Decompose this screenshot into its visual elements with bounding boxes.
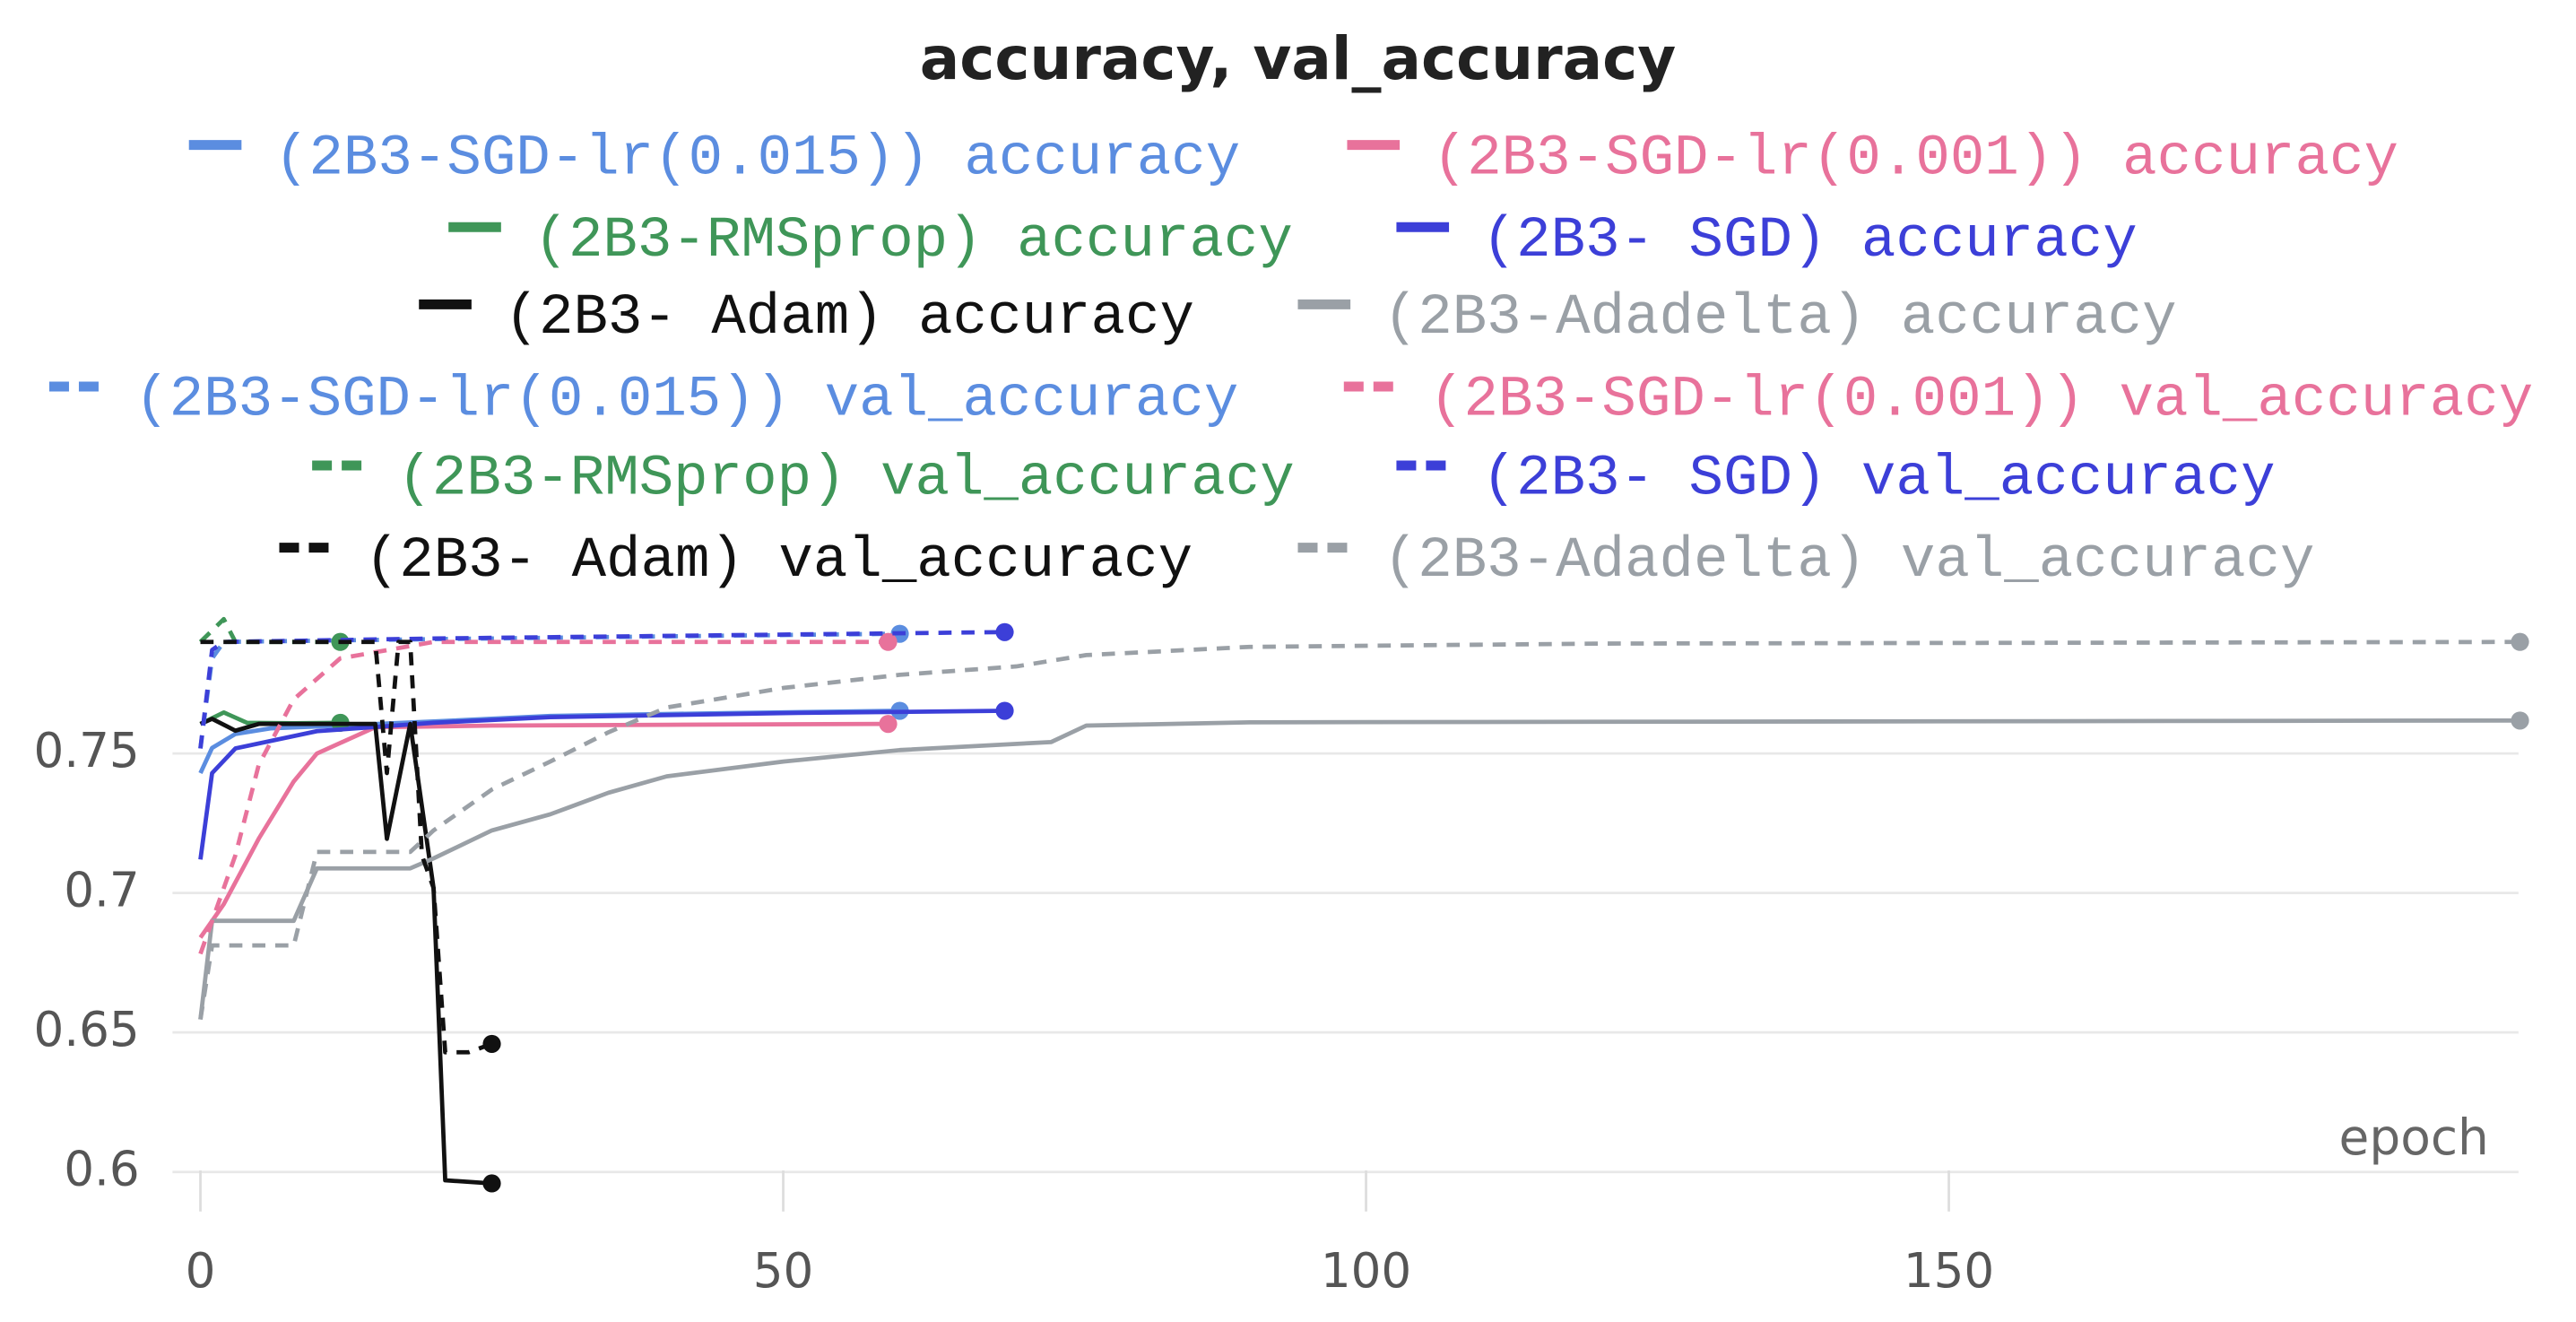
legend-label: (2B3-SGD-lr(0.015)) accuracy [274, 126, 1240, 191]
legend-label: (2B3- Adam) accuracy [505, 286, 1194, 351]
legend-item: (2B3-SGD-lr(0.015)) accuracy [188, 126, 1240, 191]
legend-label: (2B3-SGD-lr(0.015)) val_accuracy [134, 369, 1238, 433]
legend-item: (2B3-SGD-lr(0.015)) val_accuracy [48, 369, 1238, 433]
end-point [482, 1174, 501, 1193]
legend-item: (2B3- SGD) val_accuracy [1396, 448, 2276, 512]
end-point [2511, 632, 2529, 651]
series-line [199, 717, 492, 1186]
y-tick-label: 0.65 [33, 1002, 139, 1057]
end-point [482, 1034, 501, 1054]
x-tick-label: 0 [186, 1243, 216, 1299]
series-line [198, 639, 889, 955]
chart-title: accuracy, val_accuracy [920, 24, 1677, 93]
end-point [995, 622, 1014, 641]
legend-label: (2B3- SGD) accuracy [1482, 209, 2138, 274]
legend-item: (2B3-Adadelta) accuracy [1297, 286, 2177, 351]
legend-item: (2B3- Adam) accuracy [419, 286, 1194, 351]
x-tick-label: 100 [1321, 1243, 1411, 1299]
legend-label: (2B3-RMSprop) accuracy [533, 209, 1292, 274]
legend-label: (2B3-Adadelta) val_accuracy [1383, 529, 2315, 594]
series-line [198, 718, 2520, 1020]
end-point [995, 701, 1014, 720]
series-line [198, 630, 1005, 749]
legend-label: (2B3-SGD-lr(0.001)) accuracy [1433, 126, 2398, 191]
legend-item: (2B3- SGD) accuracy [1396, 209, 2138, 274]
end-point [2511, 711, 2529, 730]
legend-label: (2B3-SGD-lr(0.001)) val_accuracy [1429, 369, 2533, 433]
x-tick-label: 50 [753, 1243, 814, 1299]
legend-item: (2B3-RMSprop) val_accuracy [312, 448, 1295, 512]
legend-label: (2B3-RMSprop) val_accuracy [397, 448, 1294, 512]
legend-item: (2B3-SGD-lr(0.001)) accuracy [1347, 126, 2398, 191]
legend-item: (2B3- Adam) val_accuracy [279, 529, 1193, 594]
legend-item: (2B3-Adadelta) val_accuracy [1297, 529, 2315, 594]
y-tick-label: 0.75 [33, 723, 139, 778]
series-line [198, 709, 1005, 860]
end-point [879, 632, 898, 651]
legend-item: (2B3-RMSprop) accuracy [448, 209, 1293, 274]
series-line [198, 639, 2520, 1020]
legend-item: (2B3-SGD-lr(0.001)) val_accuracy [1343, 369, 2533, 433]
legend-label: (2B3-Adadelta) accuracy [1383, 286, 2177, 351]
legend-label: (2B3- Adam) val_accuracy [365, 529, 1193, 594]
y-tick-label: 0.6 [64, 1141, 139, 1196]
x-axis-label: epoch [2339, 1109, 2489, 1166]
end-point [879, 715, 898, 734]
legend-label: (2B3- SGD) val_accuracy [1482, 448, 2276, 512]
y-tick-label: 0.7 [64, 862, 139, 918]
x-tick-label: 150 [1904, 1243, 1994, 1299]
series-line [198, 721, 889, 939]
series-line [200, 639, 493, 1055]
